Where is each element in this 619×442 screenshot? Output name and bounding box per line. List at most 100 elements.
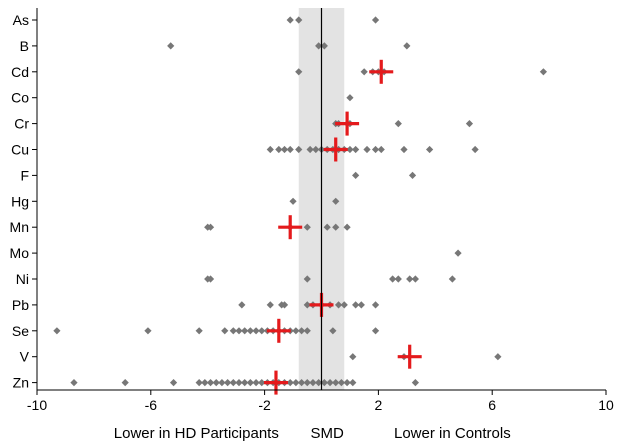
study-point-Ni [394, 275, 402, 283]
study-point-Cu [471, 145, 479, 154]
study-point-Cu [286, 145, 294, 154]
study-point-Se [297, 327, 306, 335]
study-point-Zn [206, 379, 215, 387]
study-point-Cu [275, 145, 283, 154]
study-point-Zn [218, 379, 226, 387]
study-point-Se [252, 327, 260, 335]
study-point-V [349, 353, 357, 361]
study-point-Zn [229, 379, 237, 387]
study-point-Se [235, 327, 243, 335]
x-axis-title: SMD [311, 425, 345, 442]
study-point-Zn [349, 379, 357, 387]
study-point-Se [229, 327, 237, 335]
study-point-Mn [343, 223, 351, 231]
study-point-Cu [266, 145, 274, 154]
study-point-Mn [206, 223, 215, 231]
study-point-Cr [465, 120, 474, 128]
study-point-As [371, 16, 380, 24]
study-point-F [352, 171, 360, 179]
study-point-Cu [426, 145, 434, 154]
x-tick-label: -2 [258, 397, 271, 413]
study-point-Pb [238, 301, 246, 309]
study-point-B [403, 42, 411, 50]
y-label-Mo: Mo [10, 245, 30, 261]
study-point-B [315, 42, 323, 50]
y-label-Hg: Hg [11, 193, 29, 209]
study-point-Se [329, 327, 337, 335]
study-point-Zn [332, 379, 340, 387]
study-point-Pb [352, 301, 360, 309]
study-point-Cd [360, 68, 368, 76]
study-point-Cu [295, 145, 303, 154]
study-point-Pb [266, 301, 274, 309]
study-point-Zn [320, 379, 328, 387]
study-point-Zn [326, 379, 334, 387]
x-tick-label: -6 [145, 397, 158, 413]
y-label-Mn: Mn [10, 219, 29, 235]
study-point-V [494, 353, 502, 361]
study-point-Cu [377, 145, 385, 154]
study-point-Pb [340, 301, 348, 309]
y-label-Ni: Ni [16, 271, 29, 287]
study-point-Zn [121, 379, 129, 387]
study-point-Zn [303, 379, 311, 387]
study-point-Ni [406, 275, 414, 283]
study-point-Zn [343, 379, 351, 387]
study-point-Hg [289, 197, 297, 205]
study-point-B [320, 42, 328, 50]
x-tick-label: 6 [488, 397, 496, 413]
study-point-Cu [363, 145, 371, 154]
x-tick-label: -10 [27, 397, 47, 413]
y-label-F: F [20, 167, 29, 183]
study-point-Zn [224, 379, 232, 387]
study-point-Cu [352, 145, 360, 154]
y-label-Pb: Pb [12, 297, 29, 313]
y-label-Zn: Zn [13, 375, 29, 391]
study-point-Cr [394, 120, 402, 128]
study-point-Cu [400, 145, 408, 154]
study-point-Zn [315, 379, 323, 387]
study-point-Se [246, 327, 254, 335]
y-label-V: V [20, 349, 30, 365]
study-point-Pb [280, 301, 289, 309]
x-label-right: Lower in Controls [394, 425, 511, 442]
study-point-Zn [411, 379, 419, 387]
study-point-Zn [201, 379, 209, 387]
study-point-Zn [297, 379, 306, 387]
study-point-Se [303, 327, 311, 335]
study-point-Cu [306, 145, 314, 154]
y-label-Cr: Cr [14, 116, 29, 132]
x-label-left: Lower in HD Participants [114, 425, 279, 442]
y-label-Cd: Cd [11, 64, 29, 80]
study-point-Ni [411, 275, 419, 283]
study-point-Zn [258, 379, 266, 387]
study-point-Cd [295, 68, 303, 76]
study-point-Ni [448, 275, 456, 283]
study-point-Mn [332, 223, 340, 231]
x-tick-label: 10 [598, 397, 614, 413]
study-point-Se [371, 327, 380, 335]
study-point-Zn [70, 379, 78, 387]
x-tick-label: 2 [375, 397, 383, 413]
study-point-As [295, 16, 303, 24]
study-point-Hg [332, 197, 340, 205]
y-label-Co: Co [11, 90, 29, 106]
study-point-Se [195, 327, 203, 335]
study-point-Cu [312, 145, 320, 154]
study-point-Zn [292, 379, 300, 387]
study-point-Ni [389, 275, 397, 283]
study-point-Zn [286, 379, 294, 387]
study-point-Pb [357, 301, 365, 309]
study-point-Zn [241, 379, 249, 387]
study-point-Mn [323, 223, 331, 231]
study-point-Zn [252, 379, 260, 387]
study-point-Mn [303, 223, 311, 231]
study-point-Pb [303, 301, 311, 309]
study-point-Pb [371, 301, 380, 309]
study-point-Se [292, 327, 300, 335]
y-label-Se: Se [12, 323, 29, 339]
study-point-Pb [334, 301, 343, 309]
study-point-Cu [371, 145, 380, 154]
study-point-Se [241, 327, 249, 335]
y-label-As: As [13, 12, 29, 28]
